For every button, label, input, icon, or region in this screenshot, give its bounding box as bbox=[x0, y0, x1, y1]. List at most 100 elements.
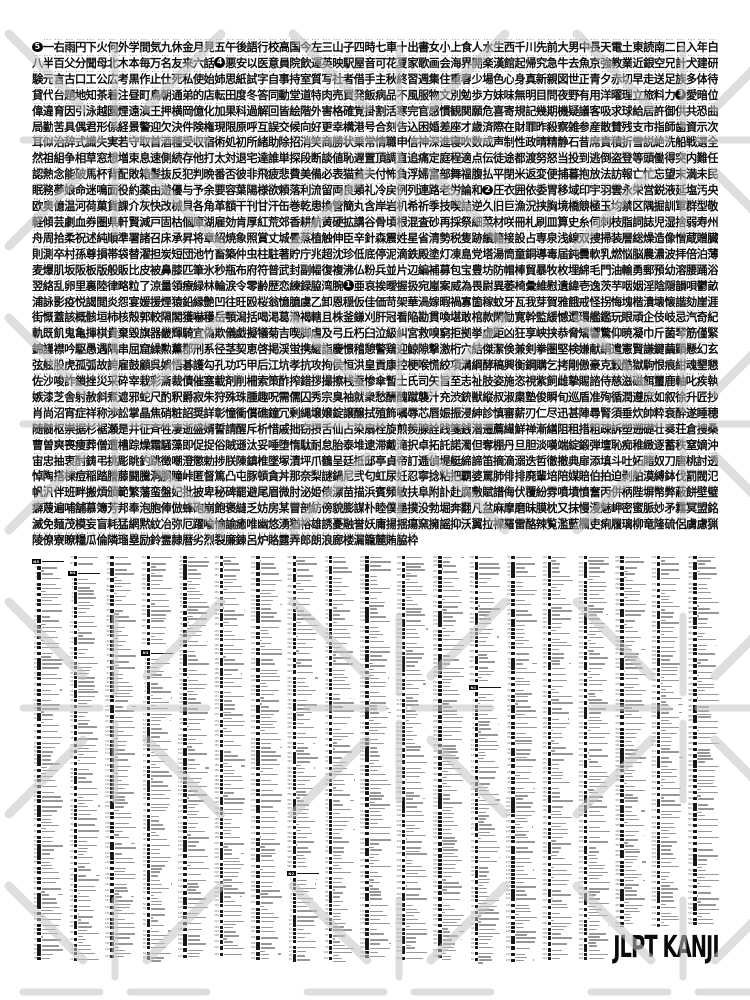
kanji-char: 目 bbox=[536, 85, 547, 101]
index-entry: 296 瓶 bbox=[433, 709, 465, 715]
kanji-char: 丘 bbox=[343, 323, 354, 339]
kanji-char: 曖 bbox=[386, 276, 397, 291]
kanji-char: 浮 bbox=[407, 164, 418, 180]
kanji-char: 説 bbox=[643, 132, 654, 148]
index-entry: 283 悲 bbox=[251, 858, 283, 864]
kanji-char: 贈 bbox=[697, 228, 707, 244]
kanji-char: 槽 bbox=[118, 435, 128, 451]
kanji-char: 痩 bbox=[75, 435, 86, 451]
kanji-char: 滝 bbox=[396, 435, 407, 451]
kanji-char: 市 bbox=[643, 117, 654, 132]
kanji-char: 締 bbox=[461, 451, 471, 466]
index-entry: 249 掲 bbox=[579, 731, 611, 736]
kanji-char: 麦 bbox=[32, 260, 43, 276]
index-entry: 99 号 bbox=[178, 727, 210, 734]
kanji-char: 割 bbox=[375, 101, 386, 117]
kanji-char: 賓 bbox=[375, 482, 386, 498]
kanji-char: 席 bbox=[589, 132, 600, 148]
kanji-char: 乏 bbox=[246, 498, 257, 514]
index-entry: 27 姻 bbox=[469, 827, 501, 833]
kanji-char: 拾 bbox=[53, 228, 64, 244]
index-entry: 90 誤 bbox=[178, 682, 210, 687]
kanji-char: 賊 bbox=[225, 435, 236, 451]
kanji-char: 採 bbox=[450, 212, 461, 228]
index-entry: 141 発 bbox=[105, 889, 137, 895]
kanji-char: 庁 bbox=[300, 244, 311, 260]
kanji-char: 刺 bbox=[600, 212, 611, 228]
kanji-char: 驚 bbox=[600, 323, 611, 339]
kanji-char: 買 bbox=[343, 85, 354, 101]
kanji-char: 瞭 bbox=[64, 530, 75, 546]
kanji-char: 氷 bbox=[204, 260, 214, 276]
kanji-char: 楷 bbox=[632, 292, 643, 307]
kanji-char: 介 bbox=[128, 196, 139, 212]
index-entry: 460 獣 bbox=[688, 586, 720, 591]
kanji-char: 初 bbox=[236, 132, 246, 148]
index-entry: 253 継 bbox=[579, 754, 611, 760]
kanji-char: 羽 bbox=[600, 180, 611, 196]
index-entry: 164 洋 bbox=[141, 609, 173, 613]
index-entry: 111 隔 bbox=[506, 850, 538, 856]
kanji-char: 亜 bbox=[354, 276, 364, 291]
kanji-char: 卵 bbox=[64, 276, 75, 291]
kanji-char: 殊 bbox=[225, 387, 236, 403]
kanji-char: 酪 bbox=[525, 514, 536, 530]
index-entry: 126 且 bbox=[506, 921, 538, 926]
index-entry: 299 舞 bbox=[251, 942, 283, 946]
index-entry: 216 驚 bbox=[579, 566, 611, 570]
kanji-char: 封 bbox=[289, 260, 300, 276]
kanji-char: 熱 bbox=[43, 164, 53, 180]
kanji-char: 意 bbox=[268, 53, 279, 69]
kanji-char: 諧 bbox=[675, 292, 686, 307]
kanji-char: 眉 bbox=[268, 482, 279, 498]
index-entry: 272 濃 bbox=[433, 594, 465, 601]
index-entry: 47 乾 bbox=[324, 686, 356, 693]
index-entry: 29 階 bbox=[141, 792, 173, 797]
kanji-char: 畿 bbox=[161, 323, 171, 339]
kanji-char: 猫 bbox=[343, 164, 354, 180]
kanji-char: 飯 bbox=[364, 85, 375, 101]
index-entry: 81 我 bbox=[506, 694, 538, 699]
kanji-char: 蓄 bbox=[664, 435, 675, 451]
index-entry: 280 非 bbox=[251, 842, 283, 848]
kanji-char: 刻 bbox=[386, 117, 396, 132]
kanji-char: 替 bbox=[128, 244, 139, 260]
kanji-char: 湯 bbox=[493, 244, 504, 260]
index-entry: 78 蚊 bbox=[506, 676, 538, 683]
index-entry: 361 令 bbox=[469, 631, 501, 636]
index-entry: 100 個 bbox=[324, 950, 356, 957]
index-entry: 250 殿 bbox=[396, 893, 428, 897]
kanji-char: 妨 bbox=[257, 498, 268, 514]
kanji-char: 蛇 bbox=[139, 387, 150, 403]
kanji-char: 貫 bbox=[429, 307, 439, 323]
index-entry: 64 穏 bbox=[506, 609, 538, 613]
kanji-char: 釈 bbox=[171, 387, 182, 403]
index-entry: 436 狩 bbox=[651, 870, 683, 875]
kanji-char: 引 bbox=[75, 101, 86, 117]
kanji-char: 横 bbox=[171, 101, 182, 117]
kanji-char: 護 bbox=[193, 355, 204, 371]
kanji-char: 預 bbox=[654, 260, 664, 276]
kanji-char: 膝 bbox=[171, 260, 182, 276]
index-entry: 187 清 bbox=[396, 574, 428, 580]
kanji-char: 昨 bbox=[536, 117, 547, 132]
index-entry: 268 配 bbox=[251, 778, 283, 783]
kanji-char: 岸 bbox=[375, 196, 386, 212]
kanji-char: 観 bbox=[450, 101, 461, 117]
index-entry: 213 臓 bbox=[396, 698, 428, 703]
kanji-char: 赤 bbox=[611, 69, 622, 85]
index-entry: 60 技 bbox=[324, 756, 356, 760]
kanji-char: 度 bbox=[236, 85, 246, 101]
kanji-char: 祝 bbox=[75, 228, 86, 244]
kanji-char: 異 bbox=[493, 276, 504, 291]
kanji-char: 濁 bbox=[461, 435, 471, 451]
kanji-char: 惨 bbox=[364, 371, 375, 387]
index-entry: 407 諮 bbox=[651, 725, 683, 732]
kanji-char: 嘱 bbox=[396, 403, 407, 419]
kanji-char: 胃 bbox=[547, 180, 557, 196]
index-entry: 129 田 bbox=[105, 825, 137, 830]
kanji-char: 匿 bbox=[193, 466, 204, 482]
kanji-char: 慕 bbox=[86, 498, 96, 514]
index-entry: 122 葛 bbox=[506, 897, 538, 903]
kanji-char: 嬢 bbox=[321, 403, 332, 419]
